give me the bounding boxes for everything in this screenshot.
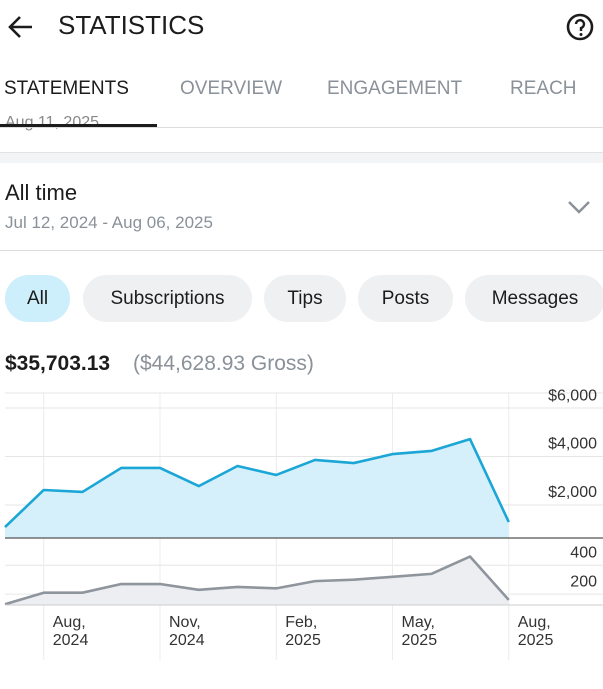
area [5, 439, 509, 538]
x-tick-label: May, 2025 [401, 614, 438, 649]
x-tick-label: Aug, 2025 [517, 614, 554, 649]
period-range: Jul 12, 2024 - Aug 06, 2025 [5, 213, 213, 232]
y-tick-label: 200 [570, 573, 597, 590]
y-tick-label: $6,000 [548, 387, 597, 404]
y-tick-label: 400 [570, 544, 597, 561]
filter-chip[interactable]: Messages [465, 275, 603, 322]
x-tick-label: Aug, 2024 [52, 614, 89, 649]
x-tick-label: Feb, 2025 [285, 614, 321, 649]
divider [0, 127, 603, 128]
filter-chip[interactable]: Subscriptions [83, 275, 252, 322]
divider [0, 152, 603, 163]
tab[interactable]: OVERVIEW [180, 78, 283, 99]
filter-chip[interactable]: Tips [264, 275, 346, 322]
filter-chip[interactable]: Posts [358, 275, 453, 322]
chevron[interactable] [566, 198, 592, 216]
y-tick-label: $4,000 [548, 436, 597, 453]
divider [0, 250, 603, 251]
net-total: $35,703.13 [5, 352, 111, 375]
back-button[interactable] [6, 12, 36, 42]
period-label[interactable]: All time [5, 180, 78, 205]
tab-indicator [0, 124, 157, 127]
x-tick-label: Nov, 2024 [169, 614, 205, 649]
tab[interactable]: REACH [510, 78, 577, 99]
tab[interactable]: ENGAGEMENT [327, 78, 463, 99]
page-title: STATISTICS [58, 10, 205, 40]
tab[interactable]: STATEMENTS [4, 78, 129, 99]
y-tick-label: $2,000 [548, 484, 597, 501]
gross-total: ($44,628.93 Gross) [133, 352, 314, 375]
help-button[interactable] [565, 12, 595, 42]
filter-chip[interactable]: All [5, 275, 70, 322]
area [5, 556, 509, 605]
line [4, 555, 510, 606]
line [4, 437, 510, 529]
